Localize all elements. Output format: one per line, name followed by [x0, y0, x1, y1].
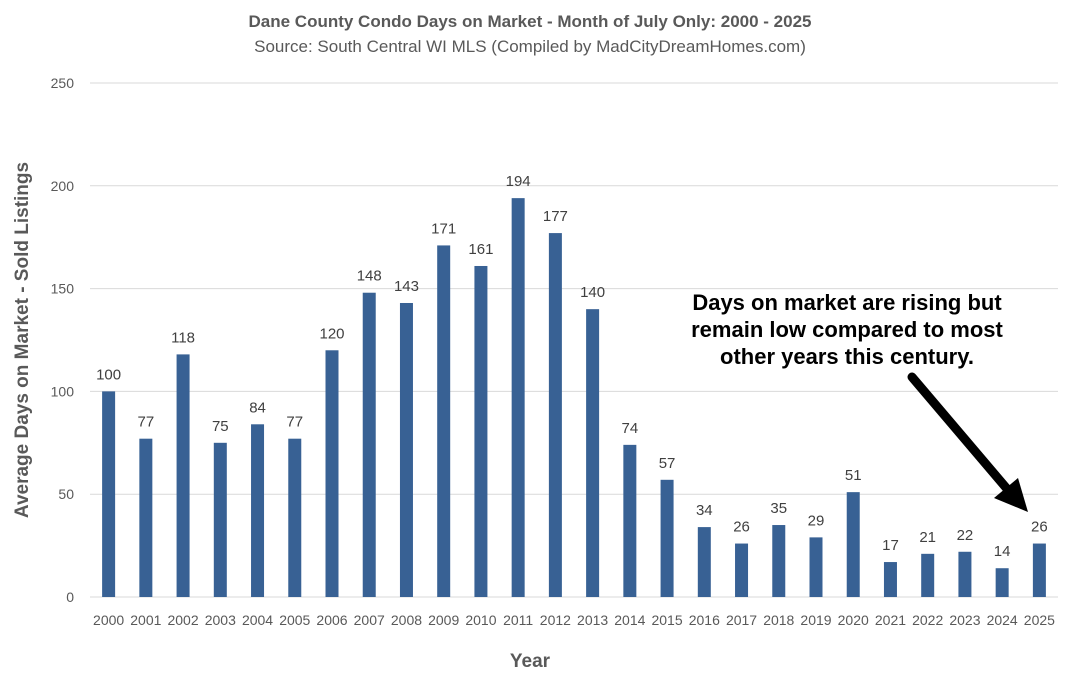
- x-tick-label: 2023: [949, 612, 980, 628]
- y-axis-label: Average Days on Market - Sold Listings: [12, 162, 33, 518]
- bar-2020: [846, 492, 860, 597]
- data-label: 51: [845, 467, 862, 484]
- y-tick-label: 0: [66, 589, 74, 605]
- data-label: 57: [659, 455, 676, 472]
- x-tick-label: 2017: [726, 612, 757, 628]
- x-tick-label: 2000: [93, 612, 124, 628]
- bar-2022: [921, 553, 935, 597]
- data-label: 77: [286, 414, 303, 431]
- bar-2009: [437, 245, 451, 597]
- bar-2008: [399, 302, 413, 597]
- data-label: 171: [431, 220, 456, 237]
- data-label: 17: [882, 537, 899, 554]
- data-label: 177: [543, 208, 568, 225]
- data-label: 84: [249, 399, 266, 416]
- bar-2024: [995, 568, 1009, 597]
- x-tick-label: 2009: [428, 612, 459, 628]
- x-axis-label: Year: [510, 651, 551, 672]
- data-label: 118: [171, 329, 195, 346]
- data-label: 14: [994, 543, 1011, 560]
- data-label: 77: [138, 414, 155, 431]
- x-tick-label: 2024: [987, 612, 1018, 628]
- bar-2018: [772, 525, 786, 597]
- bar-2001: [139, 438, 153, 597]
- data-label: 120: [319, 325, 344, 342]
- y-tick-label: 150: [51, 281, 75, 297]
- y-tick-label: 100: [51, 383, 75, 399]
- data-label: 143: [394, 278, 419, 295]
- data-label: 22: [957, 527, 974, 544]
- bar-2019: [809, 537, 823, 597]
- x-tick-label: 2018: [763, 612, 794, 628]
- annotation-arrow-shaft: [907, 372, 1013, 495]
- data-label: 26: [733, 519, 750, 536]
- data-label: 148: [357, 268, 382, 285]
- x-tick-label: 2003: [205, 612, 236, 628]
- bar-2025: [1032, 543, 1046, 597]
- x-tick-label: 2001: [130, 612, 161, 628]
- x-tick-label: 2014: [614, 612, 645, 628]
- x-tick-label: 2019: [800, 612, 831, 628]
- x-tick-label: 2002: [167, 612, 198, 628]
- x-tick-label: 2012: [540, 612, 571, 628]
- data-label: 140: [580, 284, 605, 301]
- data-label: 194: [506, 173, 531, 190]
- chart-title: Dane County Condo Days on Market - Month…: [249, 12, 812, 31]
- annotation-line: remain low compared to most: [691, 317, 1003, 342]
- x-tick-label: 2020: [838, 612, 869, 628]
- bar-2007: [362, 292, 376, 597]
- bar-2002: [176, 354, 190, 597]
- annotation: Days on market are rising but remain low…: [691, 290, 1028, 512]
- data-label: 21: [919, 529, 936, 546]
- bar-2000: [102, 391, 116, 597]
- bar-2004: [251, 424, 265, 597]
- bar-2015: [660, 479, 674, 597]
- annotation-arrow-head: [994, 478, 1028, 512]
- data-label: 161: [468, 241, 493, 258]
- data-label: 26: [1031, 519, 1048, 536]
- bar-2006: [325, 350, 339, 597]
- annotation-line: Days on market are rising but: [692, 290, 1002, 315]
- x-tick-label: 2011: [503, 612, 533, 628]
- bar-2017: [735, 543, 749, 597]
- x-tick-label: 2025: [1024, 612, 1055, 628]
- bar-2010: [474, 265, 488, 597]
- x-tick-label: 2016: [689, 612, 720, 628]
- annotation-line: other years this century.: [720, 344, 974, 369]
- x-tick-label: 2022: [912, 612, 943, 628]
- bar-2014: [623, 444, 637, 597]
- bar-2011: [511, 198, 525, 598]
- x-tick-label: 2013: [577, 612, 608, 628]
- x-tick-label: 2006: [316, 612, 347, 628]
- x-tick-label: 2004: [242, 612, 273, 628]
- data-label: 100: [96, 366, 121, 383]
- bar-2012: [548, 233, 562, 597]
- y-tick-label: 250: [51, 75, 75, 91]
- x-tick-label: 2021: [875, 612, 906, 628]
- bar-2016: [697, 527, 711, 597]
- x-tick-label: 2007: [354, 612, 385, 628]
- chart-subtitle: Source: South Central WI MLS (Compiled b…: [254, 37, 806, 56]
- y-tick-label: 200: [51, 178, 75, 194]
- x-tick-label: 2005: [279, 612, 310, 628]
- bar-2005: [288, 438, 302, 597]
- bar-2003: [213, 442, 227, 597]
- data-label: 29: [808, 512, 825, 529]
- x-tick-label: 2008: [391, 612, 422, 628]
- bar-2023: [958, 551, 972, 597]
- data-label: 75: [212, 418, 229, 435]
- bar-2021: [883, 562, 897, 597]
- data-label: 74: [622, 420, 639, 437]
- x-tick-label: 2010: [465, 612, 496, 628]
- x-tick-label: 2015: [651, 612, 682, 628]
- bar-2013: [586, 309, 600, 597]
- data-label: 35: [770, 500, 787, 517]
- data-label: 34: [696, 502, 713, 519]
- y-tick-label: 50: [58, 486, 74, 502]
